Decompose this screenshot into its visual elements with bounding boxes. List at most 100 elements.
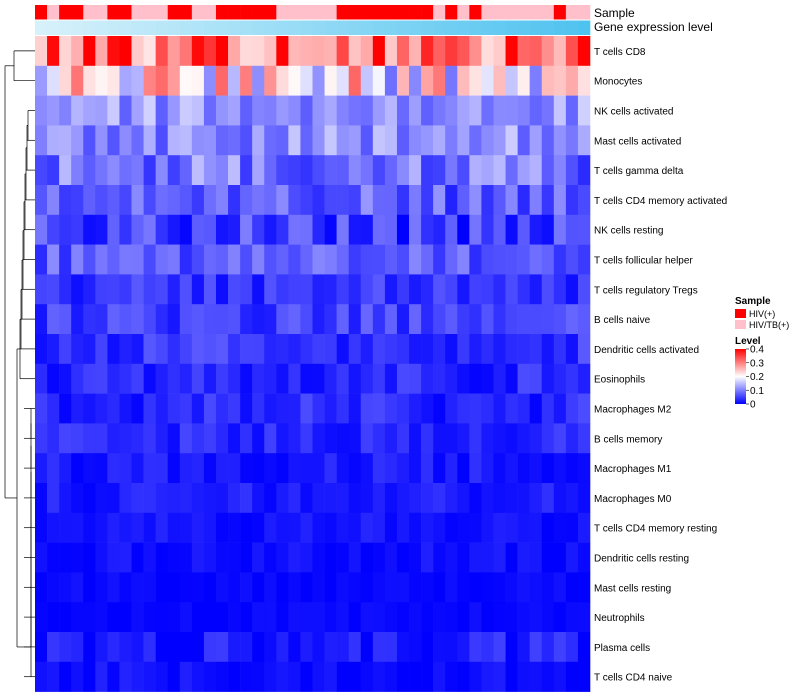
- heatmap-cell: [107, 274, 120, 305]
- heatmap-cell: [336, 661, 349, 692]
- heatmap-cell: [529, 512, 543, 543]
- heatmap-cell: [35, 542, 48, 573]
- expression-annotation-cell: [47, 20, 60, 35]
- heatmap-cell: [348, 542, 362, 573]
- heatmap-cell: [457, 125, 470, 156]
- heatmap-cell: [529, 483, 543, 514]
- heatmap-cell: [312, 512, 325, 543]
- heatmap-cell: [276, 512, 289, 543]
- heatmap-cell: [517, 363, 530, 394]
- heatmap-cell: [348, 393, 362, 424]
- level-tick-label: 0: [750, 400, 756, 411]
- sample-annotation-cell: [215, 5, 229, 20]
- heatmap-cell: [300, 125, 313, 156]
- row-label: T cells CD4 memory activated: [594, 196, 727, 207]
- heatmap-cell: [59, 185, 72, 216]
- heatmap-cell: [553, 453, 567, 484]
- heatmap-cell: [300, 334, 313, 365]
- heatmap-cell: [276, 214, 289, 245]
- heatmap-cell: [577, 661, 591, 692]
- heatmap-cell: [191, 423, 205, 454]
- heatmap-cell: [457, 542, 470, 573]
- heatmap-cell: [167, 393, 181, 424]
- heatmap-cell: [143, 155, 156, 186]
- heatmap-cell: [203, 95, 217, 126]
- heatmap-cell: [276, 542, 289, 573]
- heatmap-cell: [143, 632, 156, 663]
- sample-annotation-cell: [372, 5, 386, 20]
- heatmap-cell: [577, 36, 591, 67]
- expression-annotation-cell: [384, 20, 398, 35]
- heatmap-cell: [300, 95, 313, 126]
- heatmap-cell: [276, 334, 289, 365]
- heatmap-cell: [107, 393, 120, 424]
- annotation-track-labels: Sample Gene expression level: [594, 6, 713, 34]
- heatmap-cell: [577, 95, 591, 126]
- heatmap-cell: [83, 244, 96, 275]
- heatmap-cell: [288, 185, 301, 216]
- heatmap-cell: [71, 155, 84, 186]
- heatmap-cell: [240, 512, 253, 543]
- heatmap-cell: [59, 36, 72, 67]
- heatmap-cell: [191, 244, 205, 275]
- heatmap-cell: [529, 542, 543, 573]
- heatmap-cell: [421, 274, 434, 305]
- heatmap-cell: [324, 423, 337, 454]
- heatmap-cell: [155, 393, 169, 424]
- heatmap-cell: [300, 155, 313, 186]
- heatmap-cell: [131, 632, 144, 663]
- sample-annotation-cell: [83, 5, 96, 20]
- level-colorbar: [735, 349, 746, 404]
- heatmap-cell: [288, 274, 301, 305]
- heatmap-cell: [119, 483, 132, 514]
- expression-annotation-cell: [577, 20, 591, 35]
- heatmap-cell: [577, 512, 591, 543]
- expression-annotation-cell: [35, 20, 48, 35]
- heatmap-cell: [396, 483, 410, 514]
- heatmap-cell: [119, 423, 132, 454]
- heatmap-cell: [457, 661, 470, 692]
- heatmap-cell: [300, 632, 313, 663]
- heatmap-cell: [83, 185, 96, 216]
- expression-annotation-cell: [541, 20, 555, 35]
- heatmap-cell: [372, 453, 386, 484]
- heatmap-cell: [481, 572, 494, 603]
- heatmap-cell: [155, 542, 169, 573]
- expression-annotation-cell: [276, 20, 289, 35]
- heatmap-cell: [143, 542, 156, 573]
- sample-annotation-cell: [228, 5, 241, 20]
- heatmap-cell: [119, 214, 132, 245]
- heatmap-cell: [433, 95, 446, 126]
- heatmap-cell: [360, 274, 374, 305]
- heatmap-cell: [505, 185, 518, 216]
- heatmap-cell: [481, 602, 494, 633]
- heatmap-cell: [505, 483, 518, 514]
- sample-legend-label-hivtb: HIV/TB(+): [749, 320, 789, 330]
- heatmap-cell: [143, 423, 156, 454]
- expression-annotation-cell: [312, 20, 325, 35]
- heatmap-cell: [384, 214, 398, 245]
- heatmap-cell: [493, 244, 506, 275]
- heatmap-cell: [493, 125, 506, 156]
- heatmap-cell: [252, 155, 265, 186]
- heatmap-cell: [565, 36, 579, 67]
- heatmap-cell: [107, 423, 120, 454]
- heatmap-cell: [493, 185, 506, 216]
- heatmap-cell: [179, 244, 193, 275]
- heatmap-cell: [264, 423, 277, 454]
- heatmap-cell: [433, 423, 446, 454]
- heatmap-cell: [372, 214, 386, 245]
- heatmap-cell: [191, 512, 205, 543]
- heatmap-cell: [553, 661, 567, 692]
- heatmap-cell: [288, 155, 301, 186]
- sample-annotation-cell: [529, 5, 543, 20]
- heatmap-cell: [433, 334, 446, 365]
- heatmap-cell: [421, 36, 434, 67]
- heatmap-cell: [481, 661, 494, 692]
- heatmap-cell: [264, 214, 277, 245]
- heatmap-cell: [288, 95, 301, 126]
- heatmap-cell: [312, 334, 325, 365]
- heatmap-cell: [433, 185, 446, 216]
- heatmap-cell: [384, 244, 398, 275]
- heatmap-cell: [481, 95, 494, 126]
